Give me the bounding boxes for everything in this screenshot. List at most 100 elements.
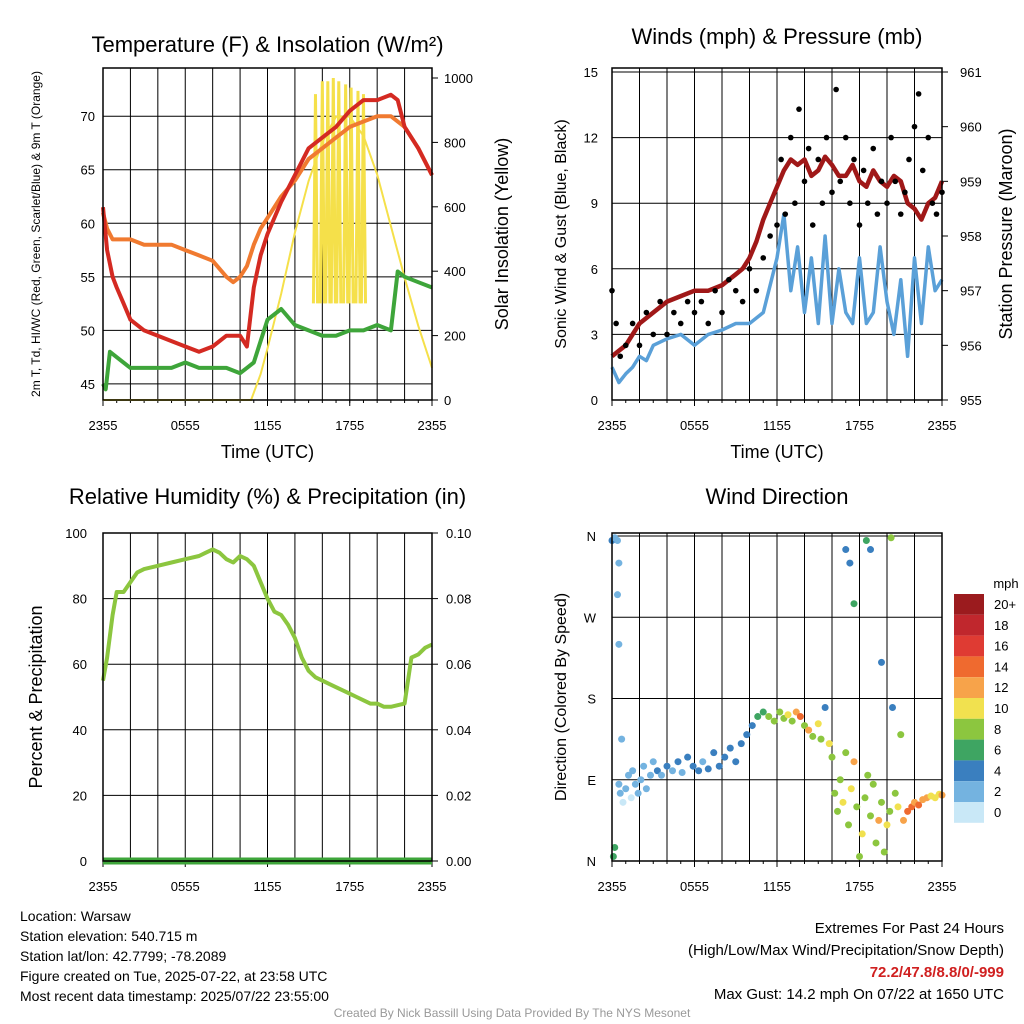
direction-point [894,803,902,811]
y-tick-label: 70 [81,109,95,124]
insolation-spike [311,94,320,304]
direction-point [684,753,692,761]
y-tick-label: 65 [81,163,95,178]
legend-label: 16 [994,639,1008,654]
gust-point [878,178,885,185]
y2-tick-label: 955 [960,393,982,408]
plot-border [102,532,433,862]
direction-point [699,758,707,766]
station-info: Location: Warsaw Station elevation: 540.… [20,906,329,1006]
direction-point [784,711,792,719]
y-tick-label: N [587,854,596,869]
direction-point [915,801,923,809]
direction-point [770,717,778,725]
direction-point [653,767,661,775]
max-gust-text: Max Gust: 14.2 mph On 07/22 at 1650 UTC [713,986,1004,1003]
y-axis-label: Sonic Wind & Gust (Blue, Black) [553,119,570,348]
chart-panel-1: 2355 0555 1155 1755 2355 Winds (mph) & Pressu… [553,24,1016,462]
insolation-spike [359,94,368,304]
direction-point [721,753,729,761]
x-tick-label: 1755 [335,418,364,433]
direction-point [710,749,718,757]
y2-axis-label: Station Pressure (Maroon) [996,128,1016,339]
x-tick-label: 1155 [763,418,791,433]
y2-tick-label: 961 [960,65,982,80]
y-tick-label: 40 [73,723,87,738]
series-line-station-pressure [610,154,945,359]
legend-swatch [954,677,984,698]
gust-point [613,320,619,327]
chart-panel-3: 2355 0555 1155 1755 2355 Wind Direction N E S W N D… [553,484,956,894]
x-tick-label: 0555 [171,879,200,894]
insolation-spike [335,81,343,304]
gust-point [888,134,894,141]
direction-point [627,794,635,802]
gust-point [864,200,871,206]
series-line-9m-t [101,114,434,285]
direction-point [615,559,623,567]
gust-point [842,134,849,141]
gust-point [705,320,712,327]
gust-point [650,331,657,338]
y2-tick-label: 960 [960,120,982,135]
direction-point [748,722,756,730]
direction-point [900,816,907,824]
direction-point [817,735,825,743]
y2-tick-label: 0 [444,393,451,408]
direction-point [634,789,642,797]
direction-point [615,640,623,648]
gust-point [774,222,780,228]
direction-point [809,732,817,740]
x-tick-label: 2355 [598,418,627,433]
gust-point [833,86,839,93]
gust-point [856,222,863,228]
gust-point [677,320,684,327]
direction-point [853,803,861,811]
gust-point [847,200,853,206]
direction-point [867,546,874,554]
gust-point [851,156,857,163]
direction-point [732,758,740,766]
gust-point [664,331,670,338]
y-tick-label: N [587,529,596,544]
y-tick-label: S [587,692,596,707]
x-tick-label: 2355 [928,879,957,894]
legend-label: 4 [994,763,1001,778]
chart-title: Relative Humidity (%) & Precipitation (i… [69,484,466,509]
x-tick-label: 1755 [335,879,364,894]
y-tick-label: W [584,610,597,625]
direction-point [834,807,841,815]
series-line-relative-humidity [101,547,433,709]
y2-tick-label: 956 [960,338,982,353]
direction-point [614,537,621,545]
y2-tick-label: 0.04 [446,723,471,738]
gust-point [684,298,691,305]
legend-label: 10 [994,701,1008,716]
x-tick-label: 0555 [680,879,709,894]
direction-point [678,769,686,777]
gust-point [805,145,812,152]
direction-point [674,758,682,766]
y2-tick-label: 0.06 [446,657,471,672]
legend-swatch [954,698,984,719]
gust-point [739,298,746,305]
y2-tick-label: 1000 [444,71,473,86]
y2-tick-label: 959 [960,174,982,189]
gust-point [929,200,936,206]
created-text: Figure created on Tue, 2025-07-22, at 23… [20,968,328,984]
gust-point [691,309,698,316]
chart-title: Winds (mph) & Pressure (mb) [632,24,923,49]
gust-point [719,309,725,316]
extremes-subtitle: (High/Low/Max Wind/Precipitation/Snow De… [688,942,1004,959]
direction-point [842,546,850,554]
direction-point [886,807,894,815]
gust-point [874,211,881,217]
y-tick-label: 0 [80,854,87,869]
extremes-panel: Extremes For Past 24 Hours (High/Low/Max… [688,918,1004,1006]
direction-point [715,762,723,770]
direction-point [743,731,751,739]
chart-title: Wind Direction [705,484,848,509]
y2-tick-label: 600 [444,200,466,215]
direction-point [776,708,784,716]
gust-point [636,342,643,349]
